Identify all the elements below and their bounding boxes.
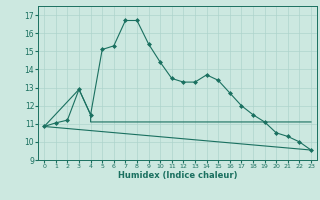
- X-axis label: Humidex (Indice chaleur): Humidex (Indice chaleur): [118, 171, 237, 180]
